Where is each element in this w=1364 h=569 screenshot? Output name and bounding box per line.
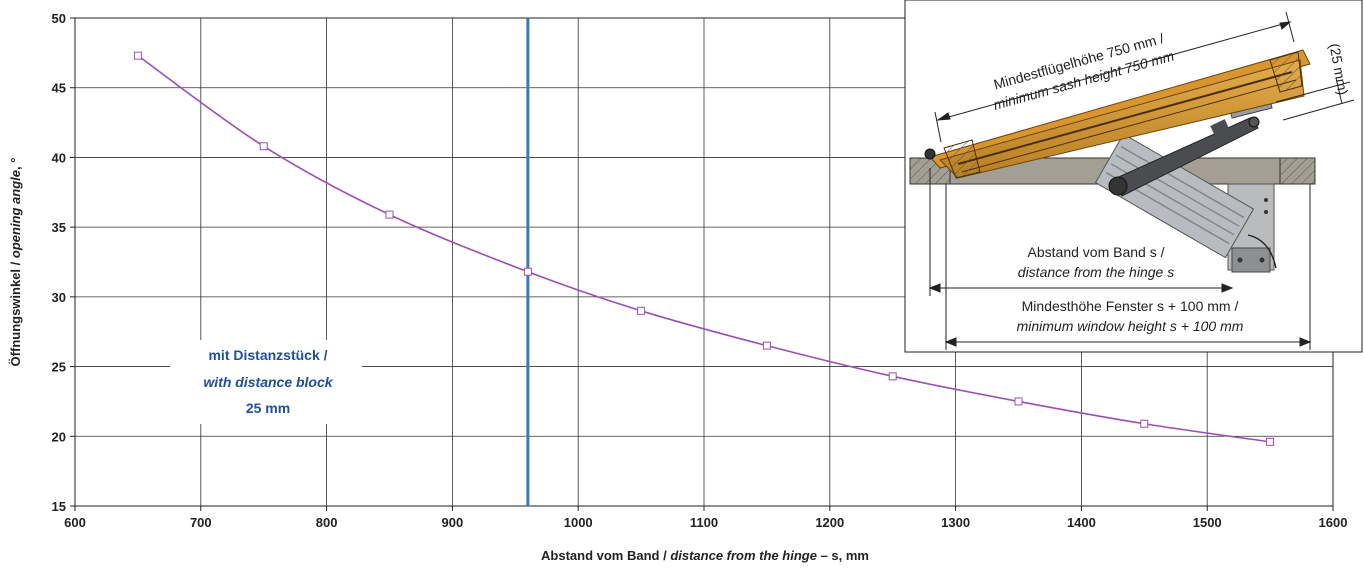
data-point [1140,419,1149,428]
window-label-1: Mindesthöhe Fenster s + 100 mm / [1022,298,1239,314]
note-background [170,340,362,424]
y-axis-ticks: 15 20 25 30 35 40 45 50 [52,11,75,514]
y-tick-label: 35 [52,220,66,235]
inset-diagram: Mindestflügelhöhe 750 mm / minimum sash … [904,0,1363,353]
y-tick-label: 50 [52,11,66,26]
x-axis-title: Abstand vom Band / distance from the hin… [541,548,869,563]
x-tick-label: 800 [316,515,338,530]
hinge-distance-dimension [928,168,1234,296]
y-axis-title: Öffnungswinkel / opening angle, ° [8,158,23,367]
distance-block-note: mit Distanzstück / with distance block 2… [170,340,362,424]
y-tick-label: 45 [52,81,66,96]
note-line-2: with distance block [203,374,333,390]
data-point [259,142,268,151]
sash-height-dimension [934,11,1295,143]
x-tick-label: 700 [190,515,212,530]
x-tick-label: 1100 [690,515,718,530]
y-tick-label: 40 [52,150,66,165]
note-line-1: mit Distanzstück / [208,347,327,363]
series-markers [133,51,1275,446]
x-tick-label: 1500 [1193,515,1222,530]
window-height-dimension [944,184,1312,350]
y-tick-label: 30 [52,290,66,305]
y-tick-label: 25 [52,360,66,375]
window-label-2: minimum window height s + 100 mm [1017,318,1244,334]
series-line [137,54,1271,443]
distance-label-2: distance from the hinge s [1018,264,1174,280]
window-sash [924,49,1311,179]
chain-arm [1108,116,1277,269]
y-tick-label: 15 [52,499,66,514]
note-line-3: 25 mm [246,400,290,416]
x-tick-label: 1000 [564,515,593,530]
x-tick-label: 1600 [1319,515,1348,530]
distance-label-1: Abstand vom Band s / [1028,244,1165,260]
data-point [888,372,897,381]
x-axis-ticks: 600 700 800 900 1000 1100 1200 1300 1400 1500 1600 [64,506,1347,530]
data-point [385,210,394,219]
x-tick-label: 1400 [1067,515,1096,530]
x-tick-label: 1300 [941,515,970,530]
data-point [1266,437,1275,446]
data-point [133,51,142,60]
data-point [762,341,771,350]
x-tick-label: 1200 [815,515,844,530]
offset-dimension [1275,77,1355,121]
x-tick-label: 900 [442,515,464,530]
data-point [1014,397,1023,406]
data-point [523,267,532,276]
x-tick-label: 600 [64,515,86,530]
y-tick-label: 20 [52,429,66,444]
data-point [637,306,646,315]
